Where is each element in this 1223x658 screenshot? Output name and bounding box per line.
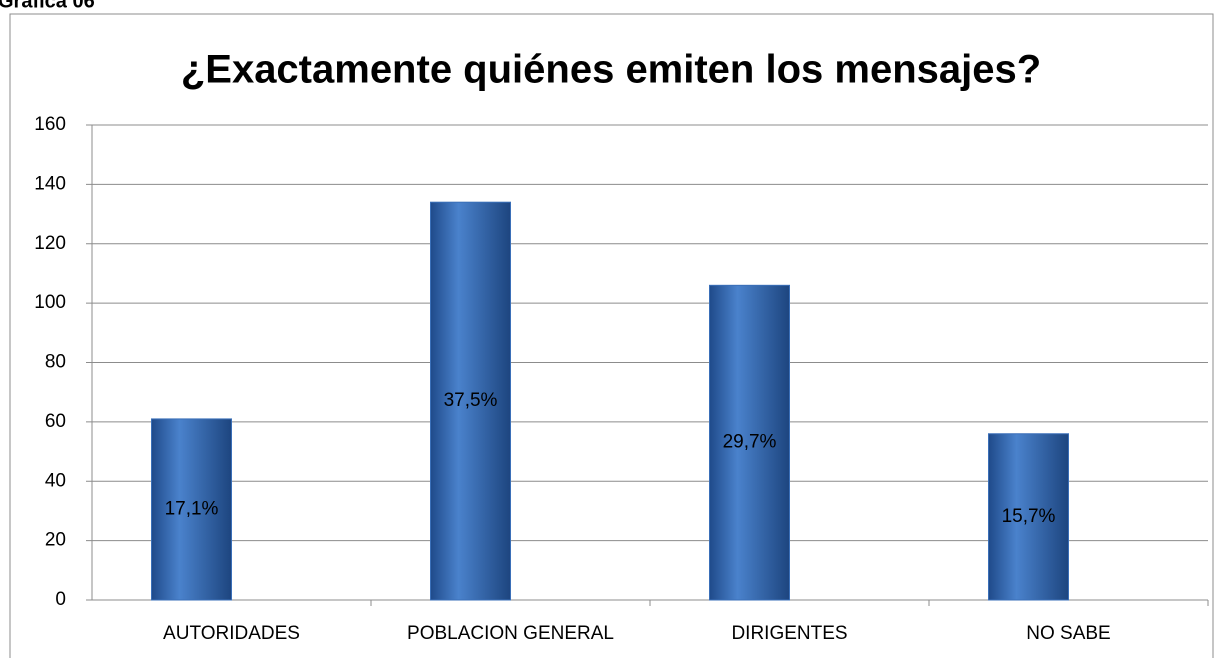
y-tick-label: 80 (45, 352, 66, 373)
x-tick-label: AUTORIDADES (163, 623, 300, 644)
bar (988, 433, 1069, 601)
y-tick-label: 40 (45, 470, 66, 491)
y-tick-label: 60 (45, 411, 66, 432)
chart-title: ¿Exactamente quiénes emiten los mensajes… (181, 48, 1041, 92)
data-label: 29,7% (723, 432, 777, 453)
x-tick-label: DIRIGENTES (731, 623, 847, 644)
y-tick-label: 20 (45, 530, 66, 551)
y-tick-label: 140 (34, 173, 66, 194)
bar (151, 418, 232, 601)
y-tick-label: 120 (34, 233, 66, 254)
data-label: 15,7% (1002, 506, 1056, 527)
y-tick-label: 100 (34, 292, 66, 313)
bar (709, 284, 790, 601)
y-tick-label: 0 (55, 589, 66, 610)
y-tick-label: 160 (34, 114, 66, 135)
x-tick-label: NO SABE (1026, 623, 1110, 644)
bar (430, 201, 511, 601)
x-tick-label: POBLACION GENERAL (407, 623, 614, 644)
data-label: 17,1% (165, 498, 219, 519)
data-label: 37,5% (444, 390, 498, 411)
caption: Grafica 06 (0, 0, 95, 12)
